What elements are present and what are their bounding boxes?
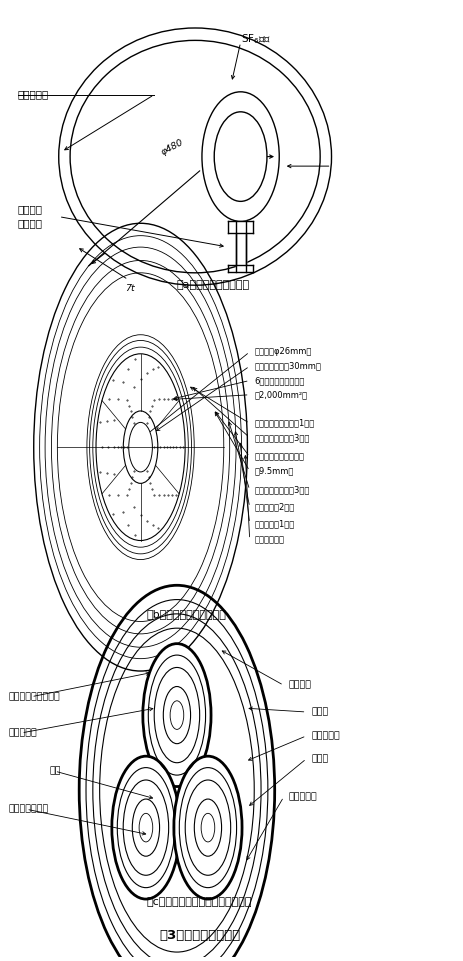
Circle shape: [201, 813, 215, 842]
Text: 架橋ポリエチレン絶縁: 架橋ポリエチレン絶縁: [254, 453, 304, 461]
Ellipse shape: [202, 92, 279, 221]
Text: φ160: φ160: [232, 121, 257, 139]
Text: 絶縁: 絶縁: [50, 767, 61, 776]
Text: 半導電布テープ（3枚）: 半導電布テープ（3枚）: [254, 485, 310, 495]
Text: アルミ合金: アルミ合金: [18, 89, 49, 100]
Text: ビニル防食層: ビニル防食層: [254, 535, 284, 544]
Text: （2,000mm²）: （2,000mm²）: [254, 390, 307, 399]
Text: 7t: 7t: [125, 284, 134, 293]
Text: エポキシ: エポキシ: [18, 204, 43, 214]
Text: アルミはく: アルミはく: [9, 728, 38, 737]
Text: φ480: φ480: [160, 137, 185, 157]
Text: シールド（超電導）: シールド（超電導）: [9, 692, 61, 702]
Text: 導体（超電導）: 導体（超電導）: [9, 804, 49, 814]
Text: 防食層: 防食層: [311, 707, 328, 717]
Text: 銅テープ（2枚）: 銅テープ（2枚）: [254, 503, 294, 511]
Text: 半導体布テープ（3枚）: 半導体布テープ（3枚）: [254, 433, 310, 442]
Text: 外側断熱管: 外側断熱管: [311, 731, 340, 740]
Text: 内側断熱管: 内側断熱管: [288, 792, 317, 801]
Text: （9.5mm）: （9.5mm）: [254, 466, 294, 476]
Text: 第3図　新型ケーブル: 第3図 新型ケーブル: [159, 929, 240, 943]
Circle shape: [170, 701, 184, 729]
Ellipse shape: [214, 111, 267, 202]
Text: スペーサ: スペーサ: [18, 218, 43, 229]
Text: 液体窒素: 液体窒素: [288, 680, 311, 690]
Text: （c）　超電導ケーブル（試作例）: （c） 超電導ケーブル（試作例）: [147, 897, 252, 906]
Text: 布テープ（1枚）: 布テープ（1枚）: [254, 519, 294, 528]
Text: SF$_6$ガス: SF$_6$ガス: [241, 33, 271, 46]
Text: （a）　管路気中送電線: （a） 管路気中送電線: [177, 281, 250, 290]
Text: 通水路（φ26mm）: 通水路（φ26mm）: [254, 347, 312, 357]
Text: 銅パイプ（外径30mm）: 銅パイプ（外径30mm）: [254, 361, 321, 371]
Circle shape: [129, 423, 152, 472]
Text: ステンレステープ（1枚）: ステンレステープ（1枚）: [254, 419, 314, 428]
Circle shape: [112, 756, 180, 899]
Circle shape: [174, 756, 242, 899]
Text: 断熱層: 断熱層: [311, 754, 328, 763]
Circle shape: [143, 644, 211, 786]
Text: 6分割圧縮軟銅より線: 6分割圧縮軟銅より線: [254, 376, 305, 385]
Text: （b）　内部水冷ケーブル: （b） 内部水冷ケーブル: [146, 609, 226, 619]
Circle shape: [139, 813, 153, 842]
